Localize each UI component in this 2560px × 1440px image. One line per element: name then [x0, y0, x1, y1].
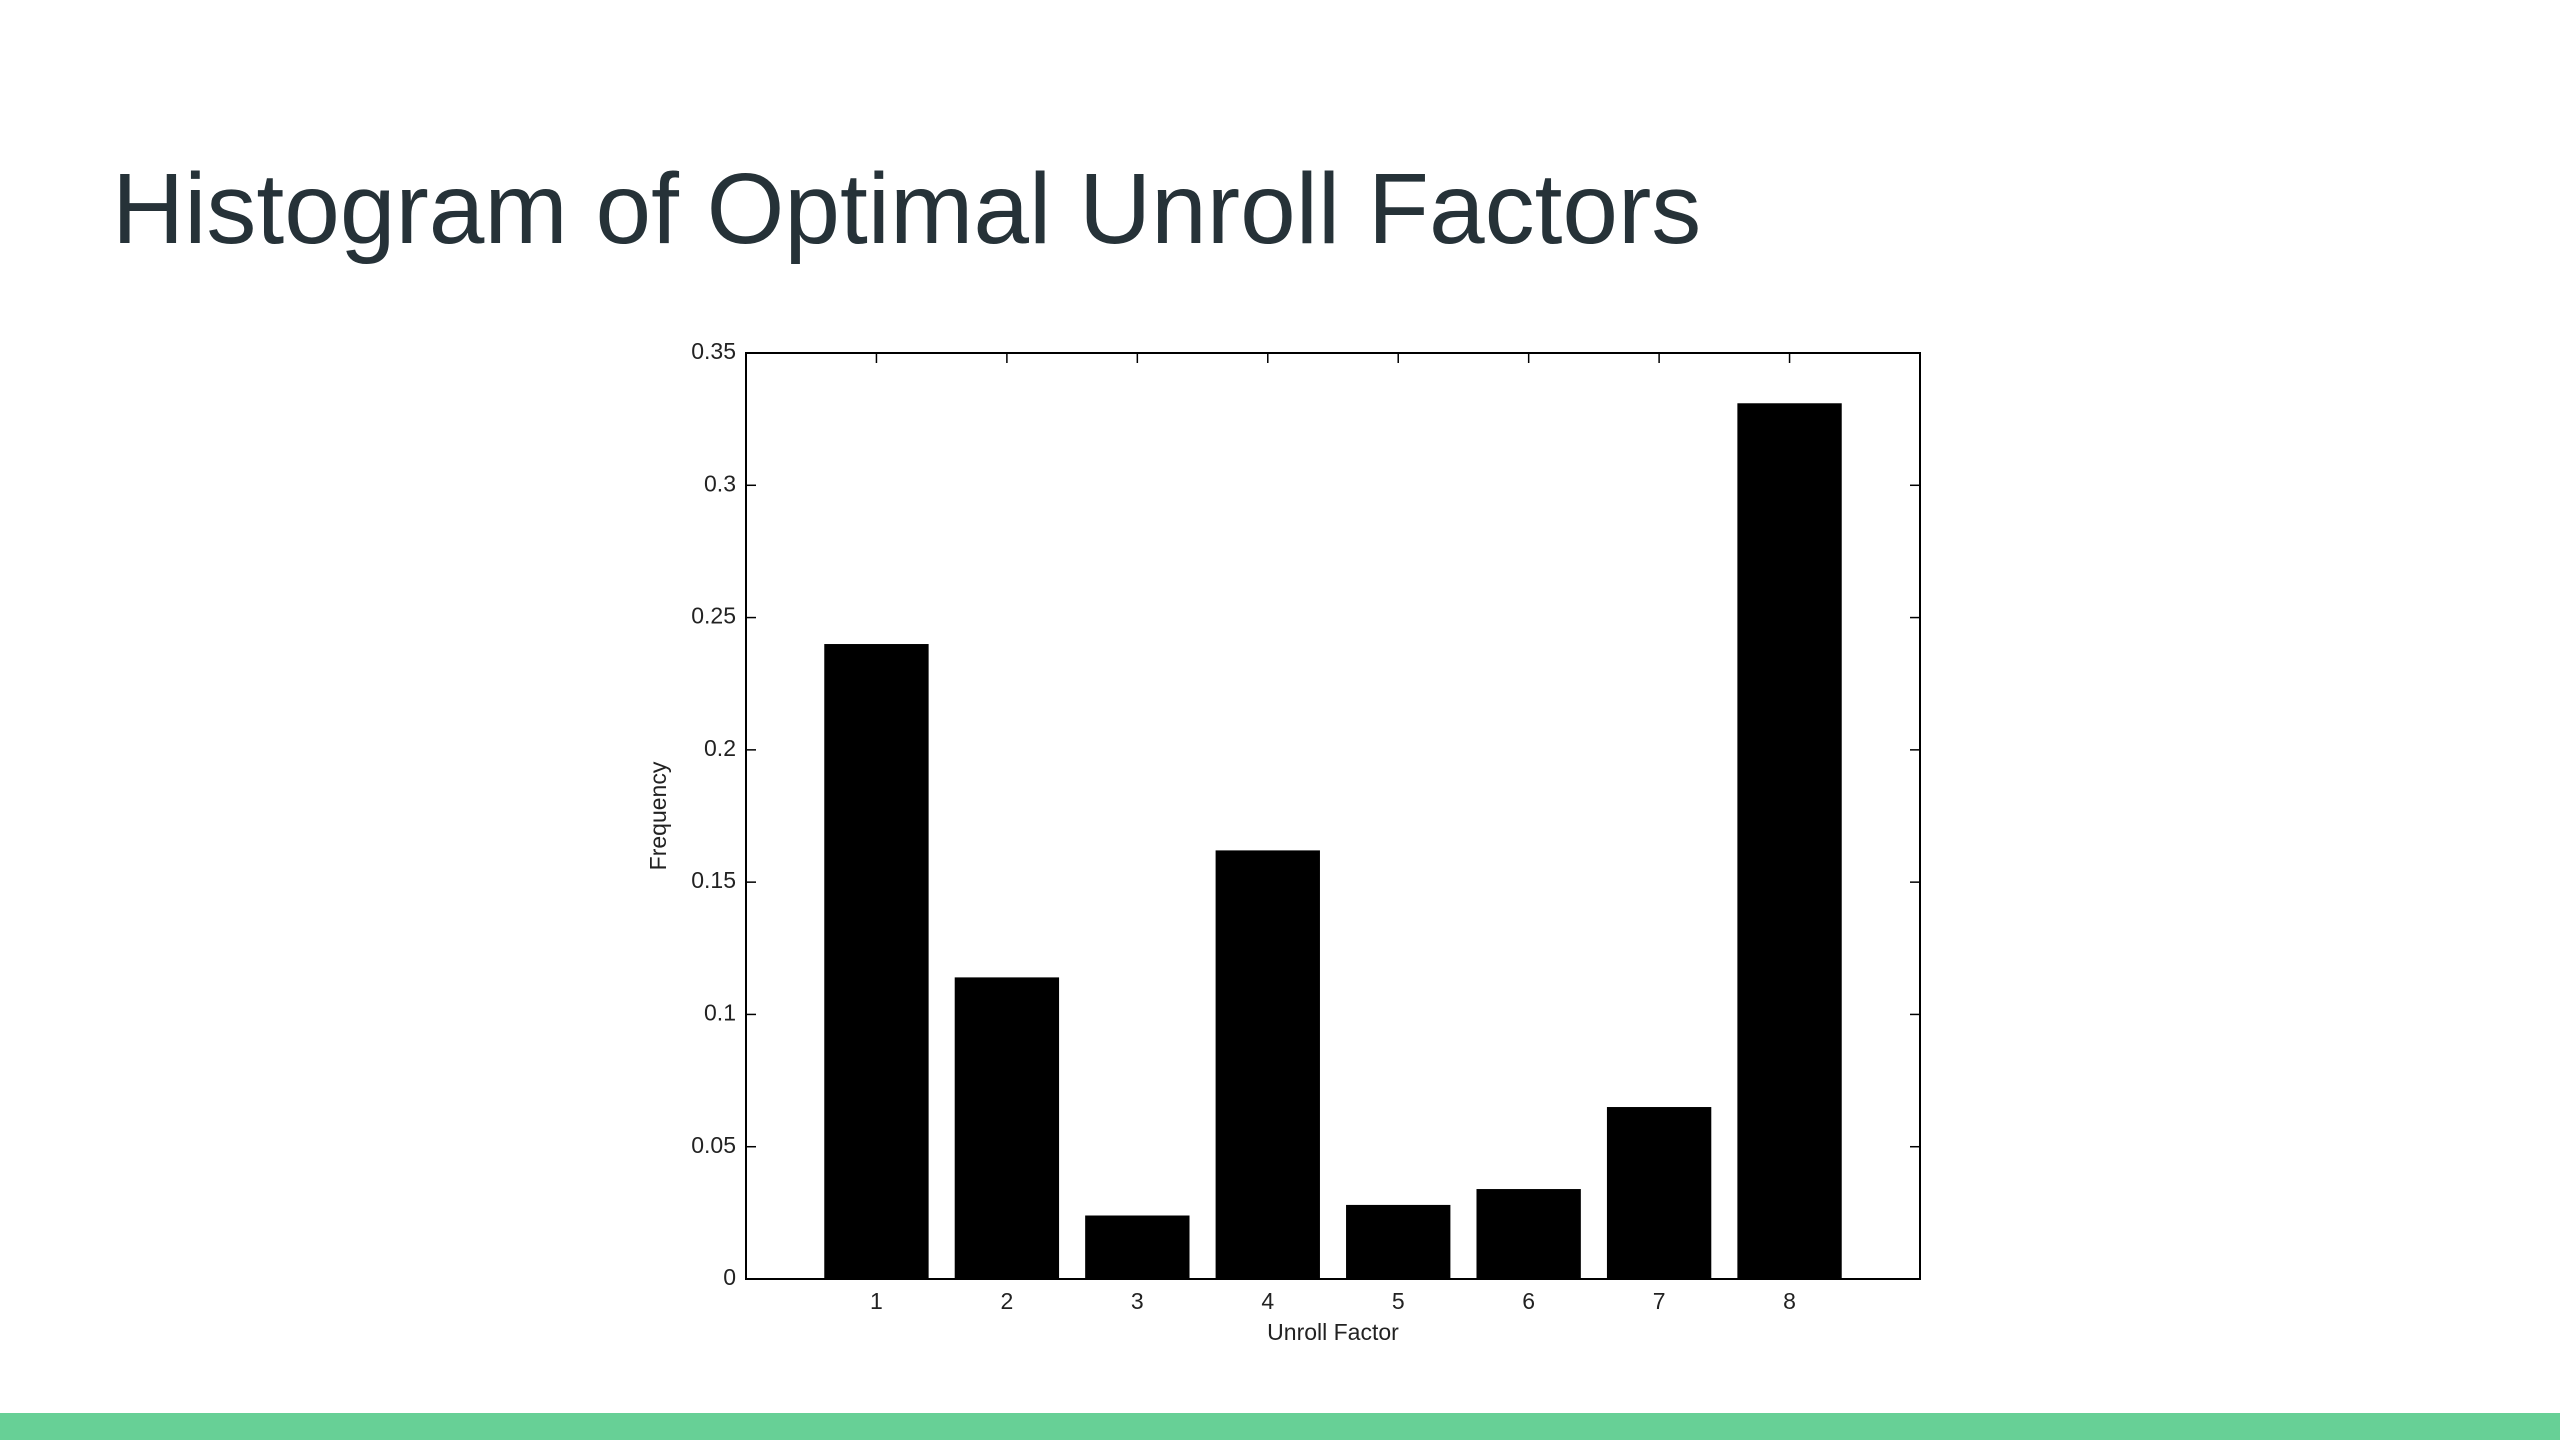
bar: [1085, 1215, 1190, 1279]
bar: [824, 644, 929, 1279]
y-tick-label: 0.35: [691, 338, 736, 364]
bar: [1346, 1204, 1451, 1279]
x-tick-label: 3: [1131, 1288, 1144, 1314]
x-tick-label: 7: [1653, 1288, 1666, 1314]
bar: [1476, 1189, 1581, 1279]
y-tick-label: 0.2: [704, 735, 736, 761]
x-tick-label: 8: [1783, 1288, 1796, 1314]
footer-bar: [0, 1413, 2560, 1440]
x-tick-label: 5: [1392, 1288, 1405, 1314]
x-tick-label: 1: [870, 1288, 883, 1314]
y-tick-label: 0.25: [691, 603, 736, 629]
plot-frame: [745, 352, 1921, 1280]
x-axis-label: Unroll Factor: [1267, 1319, 1399, 1345]
y-tick-label: 0.15: [691, 867, 736, 893]
slide-title: Histogram of Optimal Unroll Factors: [112, 153, 1701, 265]
bar: [1606, 1107, 1712, 1279]
bar: [954, 977, 1060, 1279]
y-axis-label: Frequency: [645, 761, 671, 870]
bar: [1737, 403, 1842, 1280]
x-tick-label: 6: [1522, 1288, 1535, 1314]
y-tick-label: 0.1: [704, 1000, 736, 1026]
y-tick-label: 0.3: [704, 470, 736, 496]
y-tick-label: 0.05: [691, 1132, 736, 1158]
x-tick-label: 4: [1261, 1288, 1274, 1314]
bar: [1215, 850, 1320, 1279]
y-tick-label: 0: [723, 1264, 736, 1290]
x-tick-label: 2: [1000, 1288, 1013, 1314]
